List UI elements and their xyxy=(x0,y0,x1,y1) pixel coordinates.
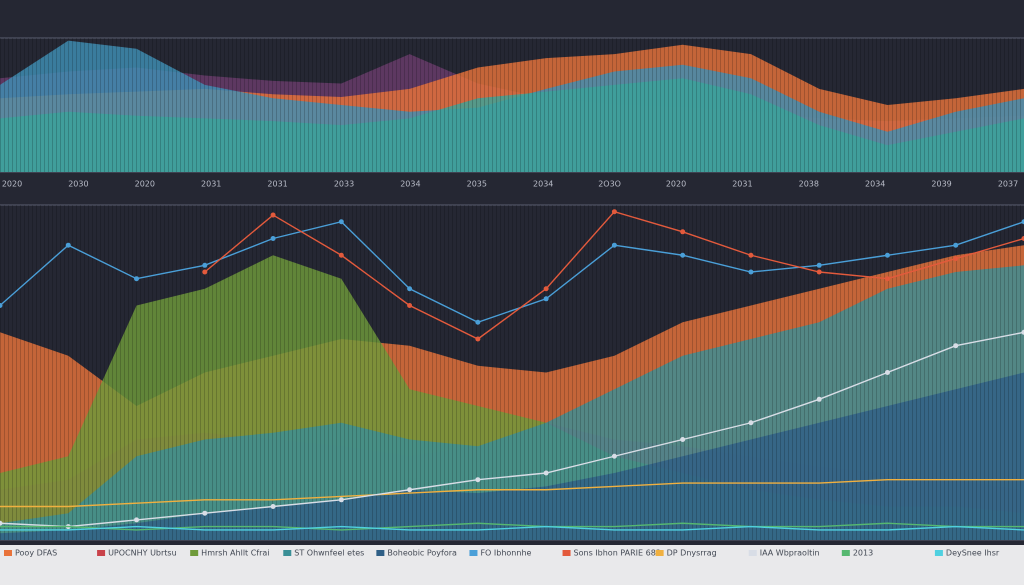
x-tick-label: 2034 xyxy=(865,180,885,189)
x-tick-label: 2030 xyxy=(68,180,88,189)
x-tick-label: 2020 xyxy=(666,180,686,189)
point xyxy=(680,229,686,235)
point xyxy=(748,269,754,275)
legend-swatch xyxy=(190,550,199,556)
point xyxy=(611,453,617,459)
point xyxy=(816,396,822,402)
legend-label: Hmrsh Ahllt Cfrai xyxy=(201,549,269,558)
point xyxy=(816,262,822,268)
x-tick-label: 2031 xyxy=(267,180,287,189)
point xyxy=(884,370,890,375)
line xyxy=(0,331,1024,528)
texture xyxy=(0,38,1024,172)
point xyxy=(338,219,344,225)
point xyxy=(543,296,549,302)
point xyxy=(543,470,549,476)
legend-swatch xyxy=(376,550,385,556)
line xyxy=(0,525,1024,531)
point xyxy=(475,336,481,342)
point xyxy=(748,420,754,426)
point xyxy=(134,517,140,523)
point xyxy=(680,437,686,442)
point xyxy=(680,252,686,258)
x-tick-label: 2034 xyxy=(400,180,420,189)
point xyxy=(816,269,822,275)
point xyxy=(0,520,3,526)
x-tick-label: 2031 xyxy=(732,180,752,189)
x-tick-label: 2034 xyxy=(533,180,553,189)
x-tick-label: 2020 xyxy=(2,180,22,189)
legend-label: Sons Ibhon PARIE 683 xyxy=(574,549,661,558)
legend-label: ST Ohwnfeel etes xyxy=(294,549,364,558)
legend-swatch xyxy=(283,550,292,556)
point xyxy=(953,343,959,349)
point xyxy=(202,262,208,268)
point xyxy=(407,286,413,292)
legend-swatch xyxy=(562,550,571,556)
legend-label: DP Dnysrrag xyxy=(667,549,717,558)
legend-strip xyxy=(0,545,1024,585)
line xyxy=(0,479,1024,508)
x-tick-label: 2020 xyxy=(135,180,155,189)
legend-swatch xyxy=(97,550,106,556)
point xyxy=(953,256,959,262)
line xyxy=(0,220,1024,324)
point xyxy=(338,497,344,503)
x-tick-label: 2033 xyxy=(334,180,354,189)
x-tick-label: 2035 xyxy=(467,180,487,189)
legend-label: 2013 xyxy=(853,549,873,558)
legend-label: DeySnee Ihsr xyxy=(946,549,1000,558)
x-tick-label: 2038 xyxy=(799,180,819,189)
legend-swatch xyxy=(469,550,478,556)
point xyxy=(407,487,413,493)
point xyxy=(543,286,549,292)
legend-label: UPOCNHY Ubrtsu xyxy=(108,549,177,558)
legend-swatch xyxy=(4,550,12,556)
point xyxy=(884,276,890,282)
legend-label: FO Ibhonnhe xyxy=(480,549,531,558)
point xyxy=(0,303,3,308)
legend-swatch xyxy=(655,550,664,556)
point xyxy=(134,276,140,282)
point xyxy=(1021,219,1024,225)
x-tick-label: 2031 xyxy=(201,180,221,189)
point xyxy=(611,242,617,248)
point xyxy=(748,252,754,258)
legend-swatch xyxy=(841,550,850,556)
point xyxy=(475,477,481,483)
point xyxy=(202,510,208,516)
point xyxy=(407,303,413,308)
point xyxy=(1021,329,1024,335)
point xyxy=(1021,236,1024,241)
point xyxy=(270,504,276,509)
x-tick-label: 2037 xyxy=(998,180,1018,189)
point xyxy=(475,319,481,325)
point xyxy=(202,269,208,275)
x-tick-label: 2O3O xyxy=(598,180,621,189)
point xyxy=(953,242,959,248)
point xyxy=(611,209,617,215)
legend-label: IAA Wbpraoltin xyxy=(760,549,820,558)
point xyxy=(270,212,276,218)
point xyxy=(884,252,890,258)
point xyxy=(338,252,344,258)
point xyxy=(270,236,276,241)
legend-label: Pooy DFAS xyxy=(15,549,57,558)
legend-label: Boheobic Poyfora xyxy=(387,549,457,558)
legend-swatch xyxy=(934,550,943,556)
x-tick-label: 2039 xyxy=(931,180,951,189)
legend-swatch xyxy=(748,550,757,556)
point xyxy=(65,242,71,248)
